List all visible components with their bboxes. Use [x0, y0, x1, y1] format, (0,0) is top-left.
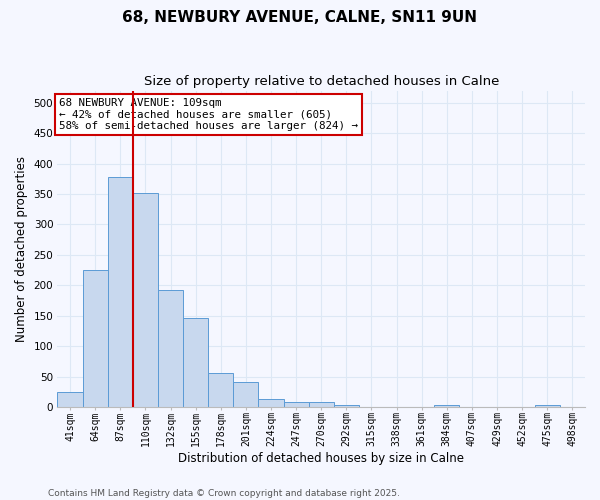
Bar — [308, 402, 334, 407]
Bar — [133, 193, 158, 407]
Bar — [259, 399, 284, 407]
Bar — [535, 404, 560, 407]
Bar — [83, 270, 108, 407]
Title: Size of property relative to detached houses in Calne: Size of property relative to detached ho… — [143, 75, 499, 88]
Bar — [334, 404, 359, 407]
Y-axis label: Number of detached properties: Number of detached properties — [15, 156, 28, 342]
Bar — [434, 404, 460, 407]
X-axis label: Distribution of detached houses by size in Calne: Distribution of detached houses by size … — [178, 452, 464, 465]
Text: Contains HM Land Registry data © Crown copyright and database right 2025.: Contains HM Land Registry data © Crown c… — [48, 488, 400, 498]
Bar — [284, 402, 308, 407]
Bar — [158, 290, 183, 407]
Text: 68 NEWBURY AVENUE: 109sqm
← 42% of detached houses are smaller (605)
58% of semi: 68 NEWBURY AVENUE: 109sqm ← 42% of detac… — [59, 98, 358, 131]
Bar — [108, 177, 133, 407]
Bar — [233, 382, 259, 407]
Bar — [58, 392, 83, 407]
Bar — [183, 318, 208, 407]
Text: 68, NEWBURY AVENUE, CALNE, SN11 9UN: 68, NEWBURY AVENUE, CALNE, SN11 9UN — [122, 10, 478, 25]
Bar — [208, 373, 233, 407]
